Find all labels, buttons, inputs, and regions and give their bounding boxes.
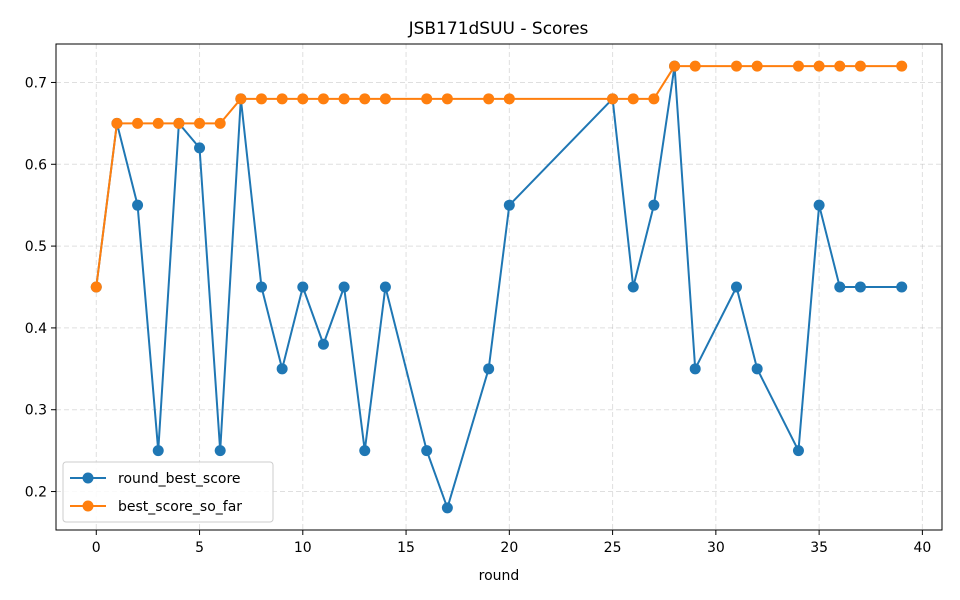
data-point-best-score-so-far <box>441 93 453 105</box>
y-tick-label: 0.2 <box>25 485 47 501</box>
x-tick-label: 10 <box>294 540 312 556</box>
data-point-best-score-so-far <box>669 60 681 72</box>
data-point-round-best-score <box>792 445 804 457</box>
data-point-round-best-score <box>441 502 453 514</box>
data-point-best-score-so-far <box>648 93 660 105</box>
x-tick-label: 35 <box>810 540 828 556</box>
x-tick-label: 40 <box>913 540 931 556</box>
data-point-round-best-score <box>214 445 226 457</box>
x-axis-label: round <box>479 568 520 584</box>
data-point-best-score-so-far <box>255 93 267 105</box>
x-tick-label: 20 <box>500 540 518 556</box>
data-point-best-score-so-far <box>731 60 743 72</box>
legend-label-round-best-score: round_best_score <box>118 471 241 487</box>
data-point-best-score-so-far <box>235 93 247 105</box>
data-point-best-score-so-far <box>214 117 226 129</box>
data-point-best-score-so-far <box>111 117 123 129</box>
data-point-round-best-score <box>194 142 206 154</box>
data-point-best-score-so-far <box>421 93 433 105</box>
data-point-best-score-so-far <box>297 93 309 105</box>
data-point-round-best-score <box>689 363 701 375</box>
data-point-round-best-score <box>854 281 866 293</box>
data-point-round-best-score <box>359 445 371 457</box>
data-point-best-score-so-far <box>483 93 495 105</box>
series-best-score-so-far <box>90 60 908 293</box>
data-point-best-score-so-far <box>627 93 639 105</box>
data-point-round-best-score <box>421 445 433 457</box>
data-point-round-best-score <box>648 199 660 211</box>
y-tick-label: 0.7 <box>25 75 47 91</box>
data-point-best-score-so-far <box>132 117 144 129</box>
x-tick-label: 5 <box>195 540 204 556</box>
data-point-best-score-so-far <box>173 117 185 129</box>
data-point-best-score-so-far <box>194 117 206 129</box>
data-point-round-best-score <box>317 338 329 350</box>
data-point-best-score-so-far <box>896 60 908 72</box>
data-point-round-best-score <box>483 363 495 375</box>
data-point-round-best-score <box>255 281 267 293</box>
x-tick-label: 0 <box>92 540 101 556</box>
data-point-best-score-so-far <box>379 93 391 105</box>
x-tick-label: 15 <box>397 540 415 556</box>
data-point-best-score-so-far <box>813 60 825 72</box>
data-point-best-score-so-far <box>854 60 866 72</box>
y-axis: 0.2 0.3 0.4 0.5 0.6 0.7 <box>25 75 56 501</box>
data-point-round-best-score <box>152 445 164 457</box>
plot-frame <box>55 43 943 531</box>
y-tick-label: 0.3 <box>25 403 47 419</box>
data-point-best-score-so-far <box>90 281 102 293</box>
data-point-round-best-score <box>731 281 743 293</box>
data-point-round-best-score <box>813 199 825 211</box>
legend-label-best-score-so-far: best_score_so_far <box>118 499 242 515</box>
data-point-round-best-score <box>338 281 350 293</box>
x-tick-label: 25 <box>604 540 622 556</box>
grid <box>56 44 942 530</box>
data-point-best-score-so-far <box>338 93 350 105</box>
data-point-best-score-so-far <box>359 93 371 105</box>
data-point-round-best-score <box>276 363 288 375</box>
x-tick-label: 30 <box>707 540 725 556</box>
data-point-round-best-score <box>896 281 908 293</box>
legend-marker-round-best-score <box>82 472 94 484</box>
data-point-best-score-so-far <box>152 117 164 129</box>
data-point-best-score-so-far <box>276 93 288 105</box>
data-point-round-best-score <box>627 281 639 293</box>
data-point-best-score-so-far <box>689 60 701 72</box>
data-point-best-score-so-far <box>607 93 619 105</box>
data-point-best-score-so-far <box>503 93 515 105</box>
data-point-best-score-so-far <box>792 60 804 72</box>
data-point-round-best-score <box>132 199 144 211</box>
data-point-round-best-score <box>503 199 515 211</box>
data-point-best-score-so-far <box>834 60 846 72</box>
series-layer <box>90 60 908 514</box>
legend-marker-best-score-so-far <box>82 500 94 512</box>
data-point-round-best-score <box>751 363 763 375</box>
data-point-round-best-score <box>297 281 309 293</box>
data-point-round-best-score <box>379 281 391 293</box>
data-point-best-score-so-far <box>751 60 763 72</box>
x-axis: 0 5 10 15 20 25 30 35 40 <box>92 530 931 556</box>
y-tick-label: 0.4 <box>25 321 47 337</box>
data-point-best-score-so-far <box>317 93 329 105</box>
legend-box <box>62 461 274 523</box>
y-tick-label: 0.5 <box>25 239 47 255</box>
y-tick-label: 0.6 <box>25 157 47 173</box>
legend: round_best_score best_score_so_far <box>62 461 274 523</box>
data-point-round-best-score <box>834 281 846 293</box>
chart-title: JSB171dSUU - Scores <box>408 19 589 39</box>
